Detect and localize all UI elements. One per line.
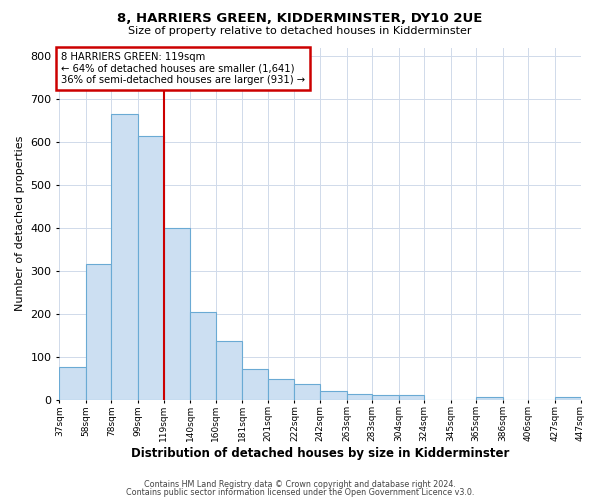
Text: Contains public sector information licensed under the Open Government Licence v3: Contains public sector information licen… — [126, 488, 474, 497]
Bar — [215, 340, 242, 400]
Text: Size of property relative to detached houses in Kidderminster: Size of property relative to detached ho… — [128, 26, 472, 36]
Bar — [190, 312, 215, 400]
Bar — [295, 384, 320, 400]
Text: Contains HM Land Registry data © Crown copyright and database right 2024.: Contains HM Land Registry data © Crown c… — [144, 480, 456, 489]
Bar — [86, 264, 112, 400]
Bar — [138, 136, 164, 400]
Bar — [164, 228, 190, 400]
Text: 8, HARRIERS GREEN, KIDDERMINSTER, DY10 2UE: 8, HARRIERS GREEN, KIDDERMINSTER, DY10 2… — [118, 12, 482, 25]
X-axis label: Distribution of detached houses by size in Kidderminster: Distribution of detached houses by size … — [131, 447, 509, 460]
Text: 8 HARRIERS GREEN: 119sqm
← 64% of detached houses are smaller (1,641)
36% of sem: 8 HARRIERS GREEN: 119sqm ← 64% of detach… — [61, 52, 305, 85]
Bar — [372, 395, 399, 400]
Bar — [476, 398, 503, 400]
Bar — [320, 391, 347, 400]
Bar — [347, 394, 372, 400]
Bar — [242, 370, 268, 400]
Bar — [59, 368, 86, 400]
Bar — [268, 380, 295, 400]
Bar — [399, 395, 424, 400]
Bar — [112, 114, 138, 400]
Y-axis label: Number of detached properties: Number of detached properties — [15, 136, 25, 311]
Bar — [555, 398, 581, 400]
